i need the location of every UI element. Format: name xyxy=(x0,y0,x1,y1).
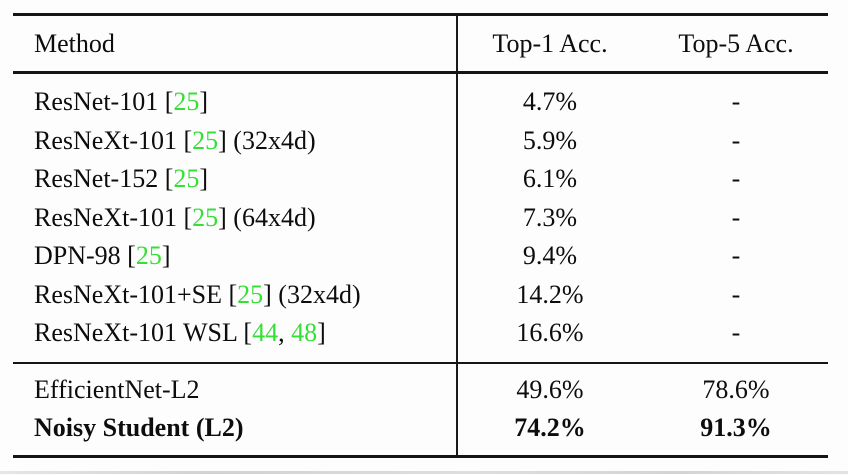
method-suffix: ] (32x4d) xyxy=(218,125,316,155)
top1-value: 16.6% xyxy=(516,318,584,348)
method-name: ResNet-152 [ xyxy=(34,164,174,194)
method-cell: ResNeXt-101 [25] (64x4d) xyxy=(13,203,456,233)
method-name: ResNeXt-101 [ xyxy=(34,125,193,155)
top5-value: - xyxy=(731,241,741,271)
top1-value: 5.9% xyxy=(522,125,578,155)
method-cell: ResNeXt-101 WSL [44, 48] xyxy=(13,318,456,348)
method-suffix: ] xyxy=(317,318,326,348)
table-row: ResNeXt-101 WSL [44, 48] 16.6% - xyxy=(13,314,828,353)
column-divider-line xyxy=(456,74,458,362)
table-top-rule xyxy=(13,13,828,16)
top1-value: 9.4% xyxy=(522,241,578,271)
top1-value: 49.6% xyxy=(516,374,584,404)
method-name: ResNet-101 [ xyxy=(34,87,174,117)
top1-value: 14.2% xyxy=(516,279,584,309)
method-suffix: ] (64x4d) xyxy=(218,202,316,232)
method-suffix: ] xyxy=(199,87,209,117)
method-suffix: ] xyxy=(161,241,171,271)
header-top5-acc: Top-5 Acc. xyxy=(678,28,794,58)
top1-value: 7.3% xyxy=(522,202,578,232)
top5-value: 78.6% xyxy=(702,374,770,404)
method-cell: Noisy Student (L2) xyxy=(34,413,244,443)
table-row-highlighted: Noisy Student (L2) 74.2% 91.3% xyxy=(13,409,828,448)
table-row: ResNeXt-101 [25] (32x4d) 5.9% - xyxy=(13,122,828,161)
method-suffix: ] xyxy=(199,164,209,194)
table-row: ResNet-101 [25] 4.7% - xyxy=(13,83,828,122)
header-top1-acc: Top-1 Acc. xyxy=(492,28,608,58)
table-bottom-rule xyxy=(13,454,828,458)
top5-value: - xyxy=(731,164,741,194)
citation-separator: , xyxy=(278,318,292,348)
table-row: ResNeXt-101 [25] (64x4d) 7.3% - xyxy=(13,199,828,238)
top5-value: - xyxy=(731,202,741,232)
column-divider-line xyxy=(456,16,458,71)
results-table: Method Top-1 Acc. Top-5 Acc. ResNet-101 … xyxy=(13,13,828,458)
method-name: DPN-98 [ xyxy=(34,241,136,271)
top1-value: 74.2% xyxy=(514,413,586,443)
top5-value: - xyxy=(731,125,741,155)
method-name: ResNeXt-101+SE [ xyxy=(34,279,238,309)
top5-value: - xyxy=(731,279,741,309)
table-row: DPN-98 [25] 9.4% - xyxy=(13,237,828,276)
table-row: ResNet-152 [25] 6.1% - xyxy=(13,160,828,199)
method-name: ResNeXt-101 WSL [ xyxy=(34,318,253,348)
header-method: Method xyxy=(34,28,115,58)
method-cell: ResNet-101 [25] xyxy=(13,87,456,117)
method-cell: EfficientNet-L2 xyxy=(34,374,200,404)
column-divider-line xyxy=(456,364,458,455)
method-name: ResNeXt-101 [ xyxy=(34,202,193,232)
top5-value: - xyxy=(731,87,741,117)
top1-value: 4.7% xyxy=(522,87,578,117)
efficientnet-section: EfficientNet-L2 49.6% 78.6% Noisy Studen… xyxy=(13,364,828,455)
citation-link[interactable]: 25 xyxy=(173,164,200,194)
top5-value: - xyxy=(731,318,741,348)
method-suffix: ] (32x4d) xyxy=(263,279,361,309)
method-cell: DPN-98 [25] xyxy=(13,241,456,271)
citation-link[interactable]: 25 xyxy=(135,241,162,271)
citation-link[interactable]: 25 xyxy=(237,279,264,309)
scan-artifact-line xyxy=(0,471,848,474)
citation-link[interactable]: 25 xyxy=(192,202,219,232)
method-cell: ResNeXt-101 [25] (32x4d) xyxy=(13,126,456,156)
baseline-models-section: ResNet-101 [25] 4.7% - ResNeXt-101 [25] … xyxy=(13,74,828,362)
method-cell: ResNet-152 [25] xyxy=(13,164,456,194)
citation-link[interactable]: 25 xyxy=(192,125,219,155)
table-header-row: Method Top-1 Acc. Top-5 Acc. xyxy=(13,16,828,71)
citation-link[interactable]: 48 xyxy=(291,318,318,348)
method-cell: ResNeXt-101+SE [25] (32x4d) xyxy=(13,280,456,310)
top5-value: 91.3% xyxy=(700,413,772,443)
header-separator-rule xyxy=(13,71,828,74)
citation-link[interactable]: 25 xyxy=(173,87,200,117)
table-row: EfficientNet-L2 49.6% 78.6% xyxy=(13,371,828,410)
citation-link[interactable]: 44 xyxy=(252,318,279,348)
section-separator-rule xyxy=(13,361,828,364)
table-row: ResNeXt-101+SE [25] (32x4d) 14.2% - xyxy=(13,276,828,315)
top1-value: 6.1% xyxy=(522,164,578,194)
